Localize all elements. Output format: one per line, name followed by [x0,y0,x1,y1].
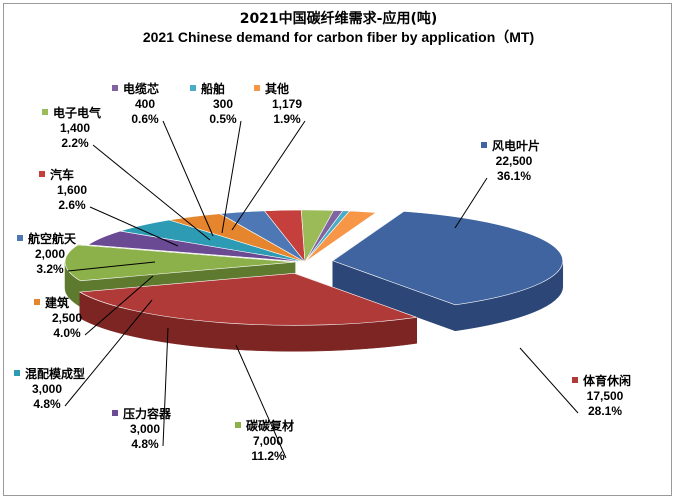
legend-marker [17,235,23,241]
slice-value: 7,000 [253,434,283,448]
slice-percent: 1.9% [273,112,301,126]
chart-title: 2021中国碳纤维需求-应用(吨) [239,11,438,27]
pie-slice-12 [304,210,377,263]
slice-percent: 2.6% [58,198,86,212]
legend-marker [254,85,260,91]
leader-line [89,206,179,247]
slice-name: 电缆芯 [123,81,159,96]
leader-line [519,347,579,414]
slice-value: 22,500 [496,154,533,168]
leader-line [84,275,154,336]
leader-line [162,327,169,447]
slice-percent: 0.6% [131,112,159,126]
slice-name: 船舶 [201,81,225,96]
slice-value: 3,000 [130,422,160,436]
legend-marker [112,410,118,416]
slice-value: 300 [213,97,233,111]
slice-name: 建筑 [44,295,69,310]
slice-percent: 28.1% [588,404,622,418]
slice-percent: 4.8% [33,397,61,411]
slice-value: 3,000 [32,382,62,396]
pie-slice-1 [332,211,564,306]
slice-percent: 0.5% [209,112,237,126]
legend-marker [190,85,196,91]
slice-value: 400 [135,97,155,111]
slice-name: 体育休闲 [583,373,631,388]
legend-marker [34,299,40,305]
chart-subtitle: 2021 Chinese demand for carbon fiber by … [142,29,535,45]
legend-marker [112,85,118,91]
slice-name: 汽车 [50,167,74,182]
slice-name: 其他 [265,81,289,96]
leader-line [92,144,211,241]
slice-value: 17,500 [587,389,624,403]
legend-marker [39,171,45,177]
slice-name: 压力容器 [123,406,172,421]
slice-percent: 3.2% [36,262,64,276]
slice-name: 风电叶片 [492,138,540,153]
slice-name: 电子电气 [53,105,101,120]
leader-line [162,120,214,237]
legend-marker [481,142,487,148]
legend-marker [235,422,241,428]
slice-value: 1,179 [272,97,302,111]
legend-marker [42,109,48,115]
legend-marker [572,377,578,383]
leader-line [221,120,242,234]
slice-value: 1,600 [57,183,87,197]
slice-name: 碳碳复材 [246,418,294,433]
slice-value: 2,500 [52,311,82,325]
slice-percent: 11.2% [251,449,285,463]
slice-percent: 4.8% [131,437,159,451]
slice-percent: 2.2% [61,136,89,150]
slice-name: 航空航天 [28,231,77,246]
leader-line [64,299,153,407]
slice-value: 1,400 [60,121,90,135]
leader-line [235,344,287,459]
leader-line [454,177,488,229]
pie-slice-2 [78,272,417,326]
slice-name: 混配模成型 [25,366,85,381]
slice-percent: 4.0% [53,326,81,340]
chart-title-block: 2021中国碳纤维需求-应用(吨) 2021 Chinese demand fo… [0,10,677,46]
leader-line [231,120,306,231]
slice-value: 2,000 [35,247,65,261]
leader-line [67,261,156,272]
legend-marker [14,370,20,376]
slice-percent: 36.1% [497,169,531,183]
pie-slice-3 [64,244,296,282]
